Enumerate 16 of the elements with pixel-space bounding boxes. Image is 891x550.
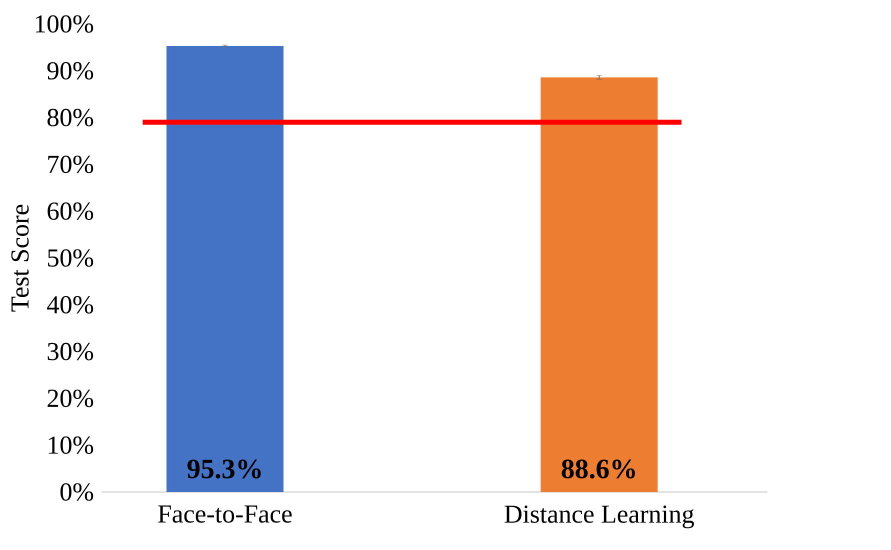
y-tick-label: 50%	[48, 249, 94, 267]
y-tick-label: 10%	[48, 436, 94, 454]
data-label: 95.3%	[187, 460, 261, 478]
y-tick-label: 100%	[36, 15, 94, 33]
y-tick-label: 60%	[48, 202, 94, 220]
data-label: 88.6%	[562, 460, 635, 478]
y-tick-label: 40%	[47, 296, 94, 314]
y-tick-label: 80%	[48, 108, 94, 126]
y-tick-label: 0%	[60, 483, 94, 501]
y-tick-label: 90%	[47, 62, 94, 80]
x-tick-label: Distance Learning	[504, 506, 694, 528]
x-tick-label: Face-to-Face	[158, 506, 292, 523]
y-tick-label: 30%	[48, 342, 94, 360]
y-axis-title: Test Score	[11, 204, 29, 312]
y-tick-label: 20%	[48, 390, 94, 408]
y-tick-label: 70%	[48, 156, 94, 174]
